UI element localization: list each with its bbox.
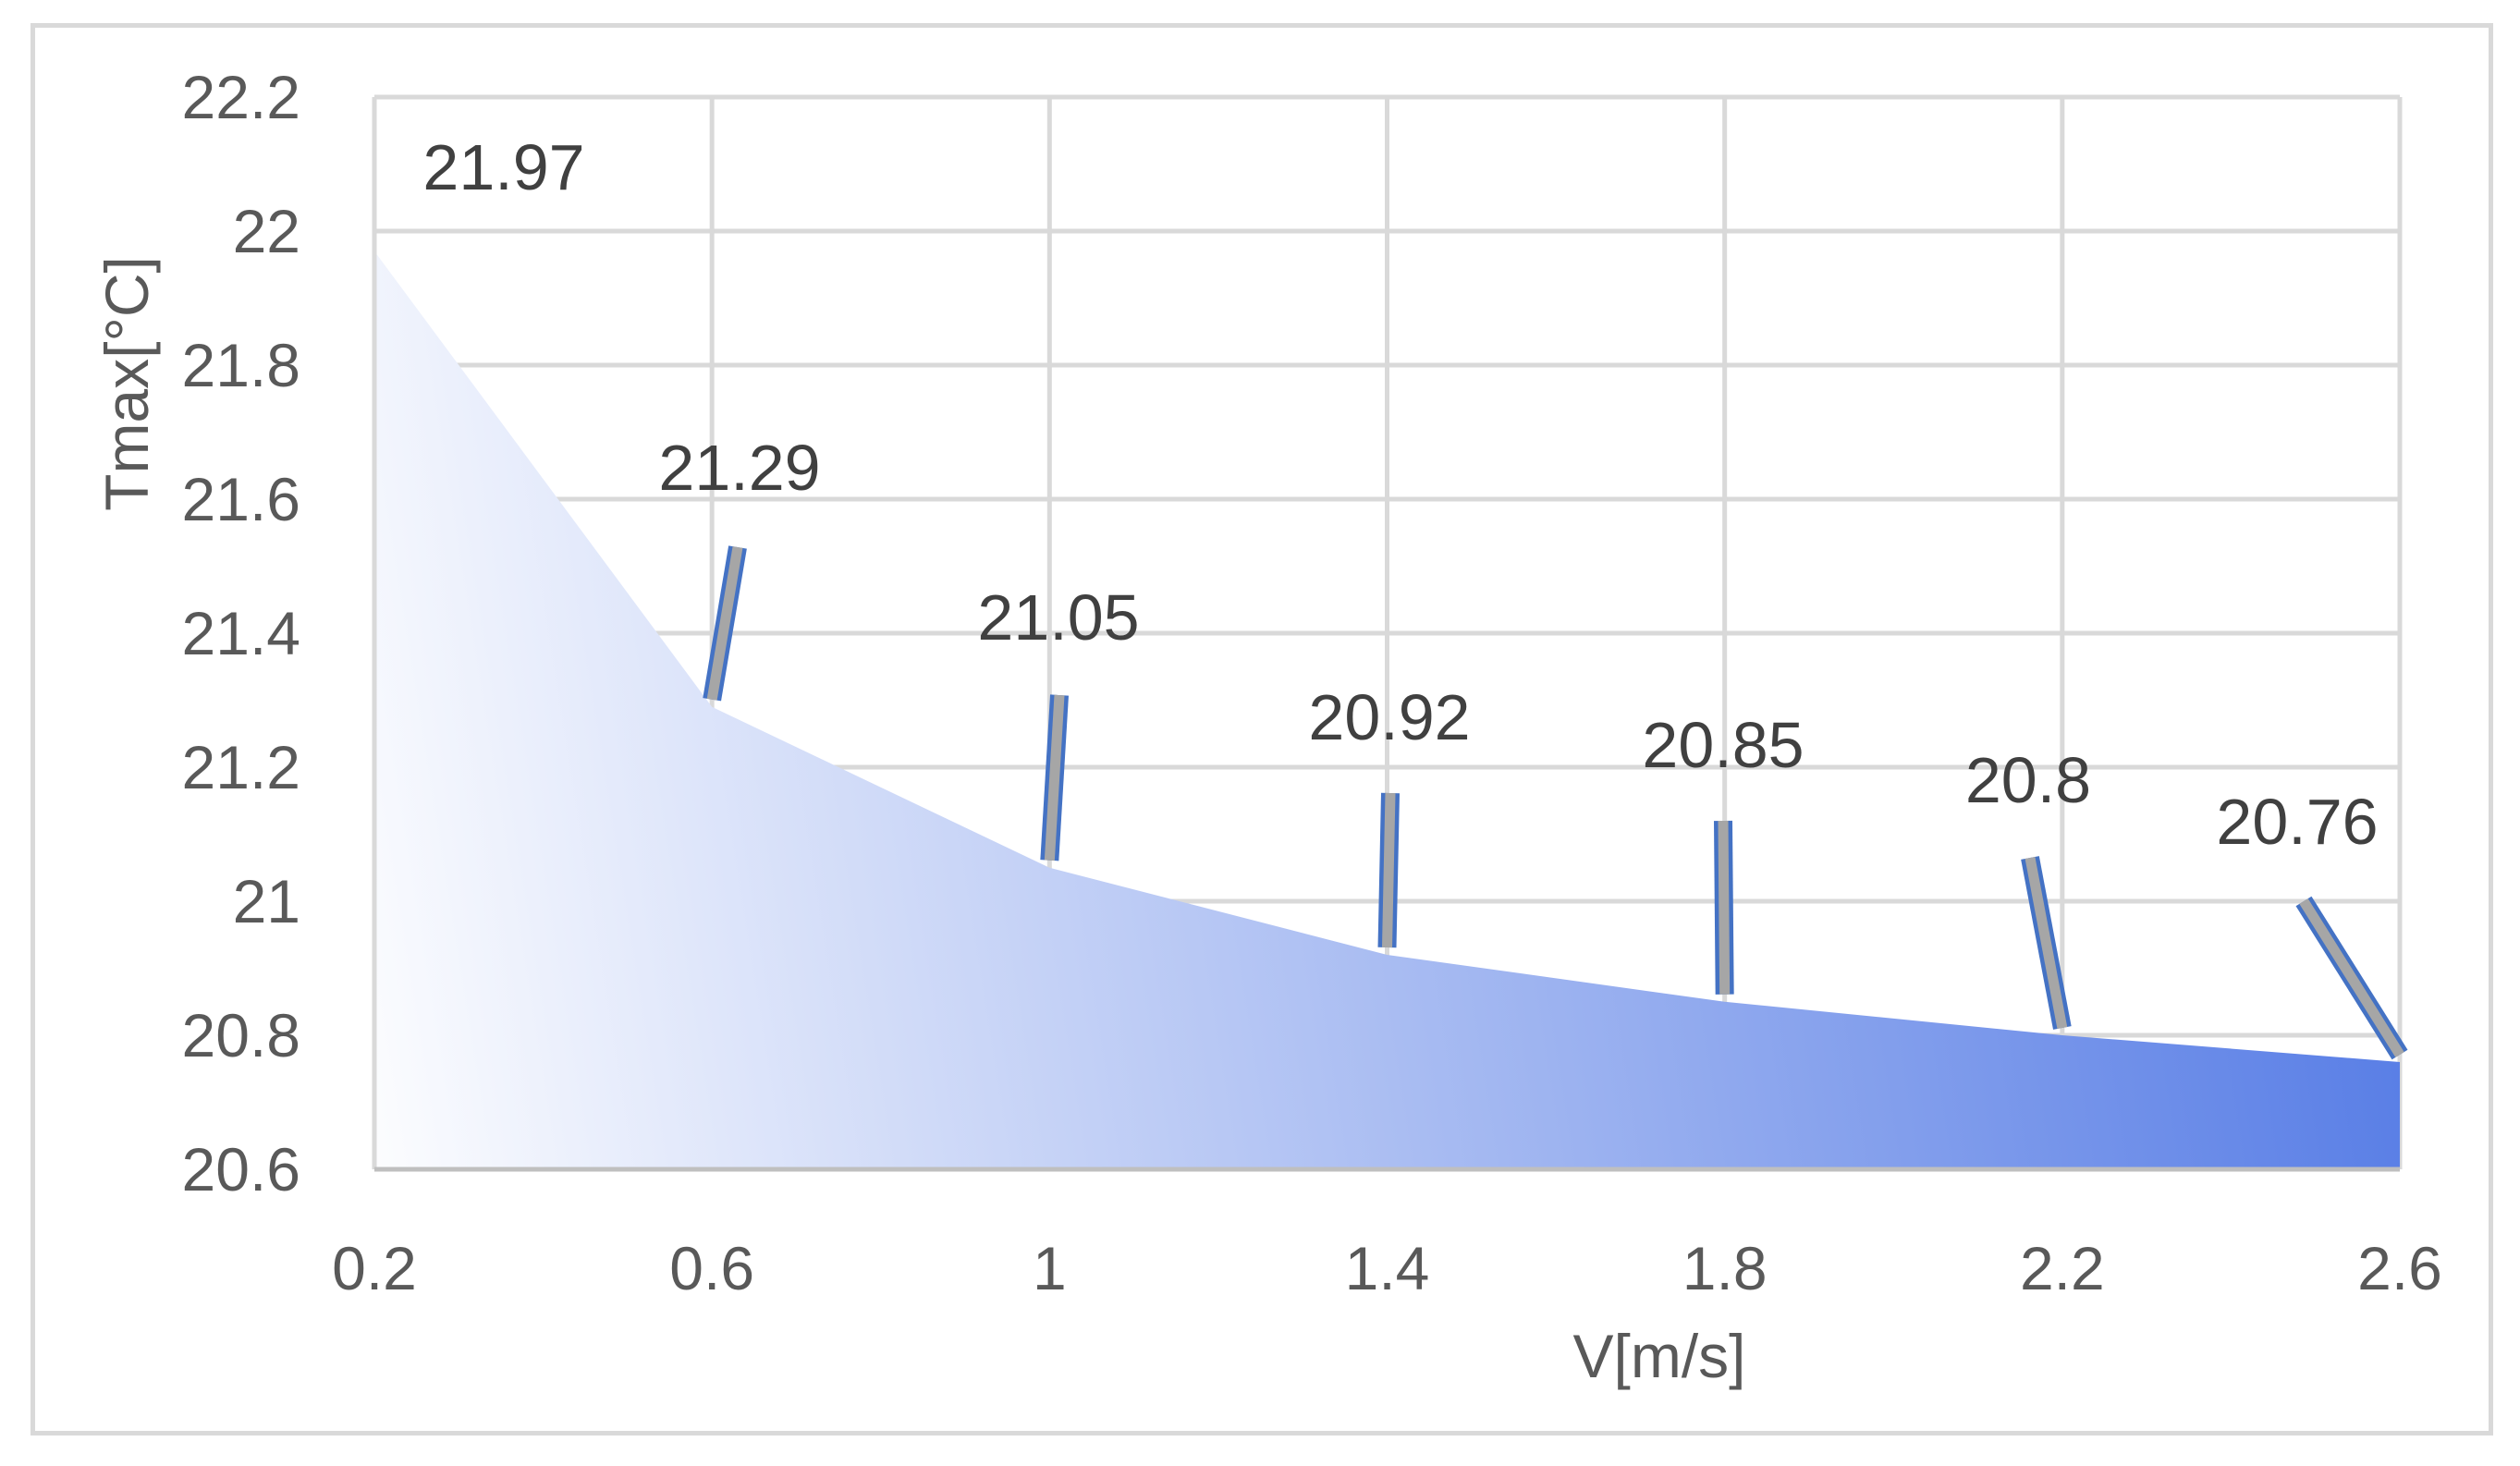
y-axis-title: Tmax[°C] xyxy=(92,256,161,511)
leader-line xyxy=(1044,694,1065,861)
data-label: 21.29 xyxy=(658,432,820,504)
y-tick-label: 21.6 xyxy=(182,465,300,533)
y-tick-label: 21.4 xyxy=(182,599,300,667)
data-label: 21.05 xyxy=(977,581,1139,654)
leader-line xyxy=(1382,792,1396,948)
x-tick-label: 1.8 xyxy=(1682,1234,1768,1302)
data-label: 20.8 xyxy=(1965,744,2091,816)
axes xyxy=(372,97,2400,1172)
y-tick-label: 20.8 xyxy=(182,1001,300,1069)
leader-line xyxy=(2299,898,2404,1057)
y-tick-label: 20.6 xyxy=(182,1135,300,1203)
data-labels: 21.97 21.29 21.05 20.92 20.85 20.8 20.76 xyxy=(422,131,2378,858)
area-series xyxy=(374,250,2400,1169)
y-tick-label: 21.8 xyxy=(182,331,300,399)
data-label: 20.85 xyxy=(1642,709,1804,781)
x-tick-label: 2.2 xyxy=(2020,1234,2105,1302)
axis-titles: V[m/s] Tmax[°C] xyxy=(92,256,1746,1390)
tick-labels: 20.6 20.8 21 21.2 21.4 21.6 21.8 22 22.2 0.2 0.6 1 1… xyxy=(182,63,2442,1302)
x-tick-label: 0.6 xyxy=(669,1234,754,1302)
leader-line xyxy=(706,546,743,701)
data-label: 20.76 xyxy=(2216,786,2378,858)
leader-line xyxy=(2025,856,2068,1030)
x-tick-label: 0.2 xyxy=(332,1234,417,1302)
area-fill xyxy=(374,250,2400,1169)
leader-line xyxy=(1718,820,1731,995)
data-label: 20.92 xyxy=(1308,681,1470,753)
x-axis-title: V[m/s] xyxy=(1572,1322,1745,1390)
x-tick-label: 1.4 xyxy=(1345,1234,1430,1302)
y-tick-label: 21.2 xyxy=(182,733,300,801)
y-tick-label: 22 xyxy=(233,197,300,265)
data-label: 21.97 xyxy=(422,131,584,203)
leader-lines xyxy=(703,545,2408,1060)
x-tick-label: 1 xyxy=(1033,1234,1067,1302)
y-tick-label: 21 xyxy=(233,867,300,935)
y-tick-label: 22.2 xyxy=(182,63,300,131)
x-tick-label: 2.6 xyxy=(2357,1234,2442,1302)
